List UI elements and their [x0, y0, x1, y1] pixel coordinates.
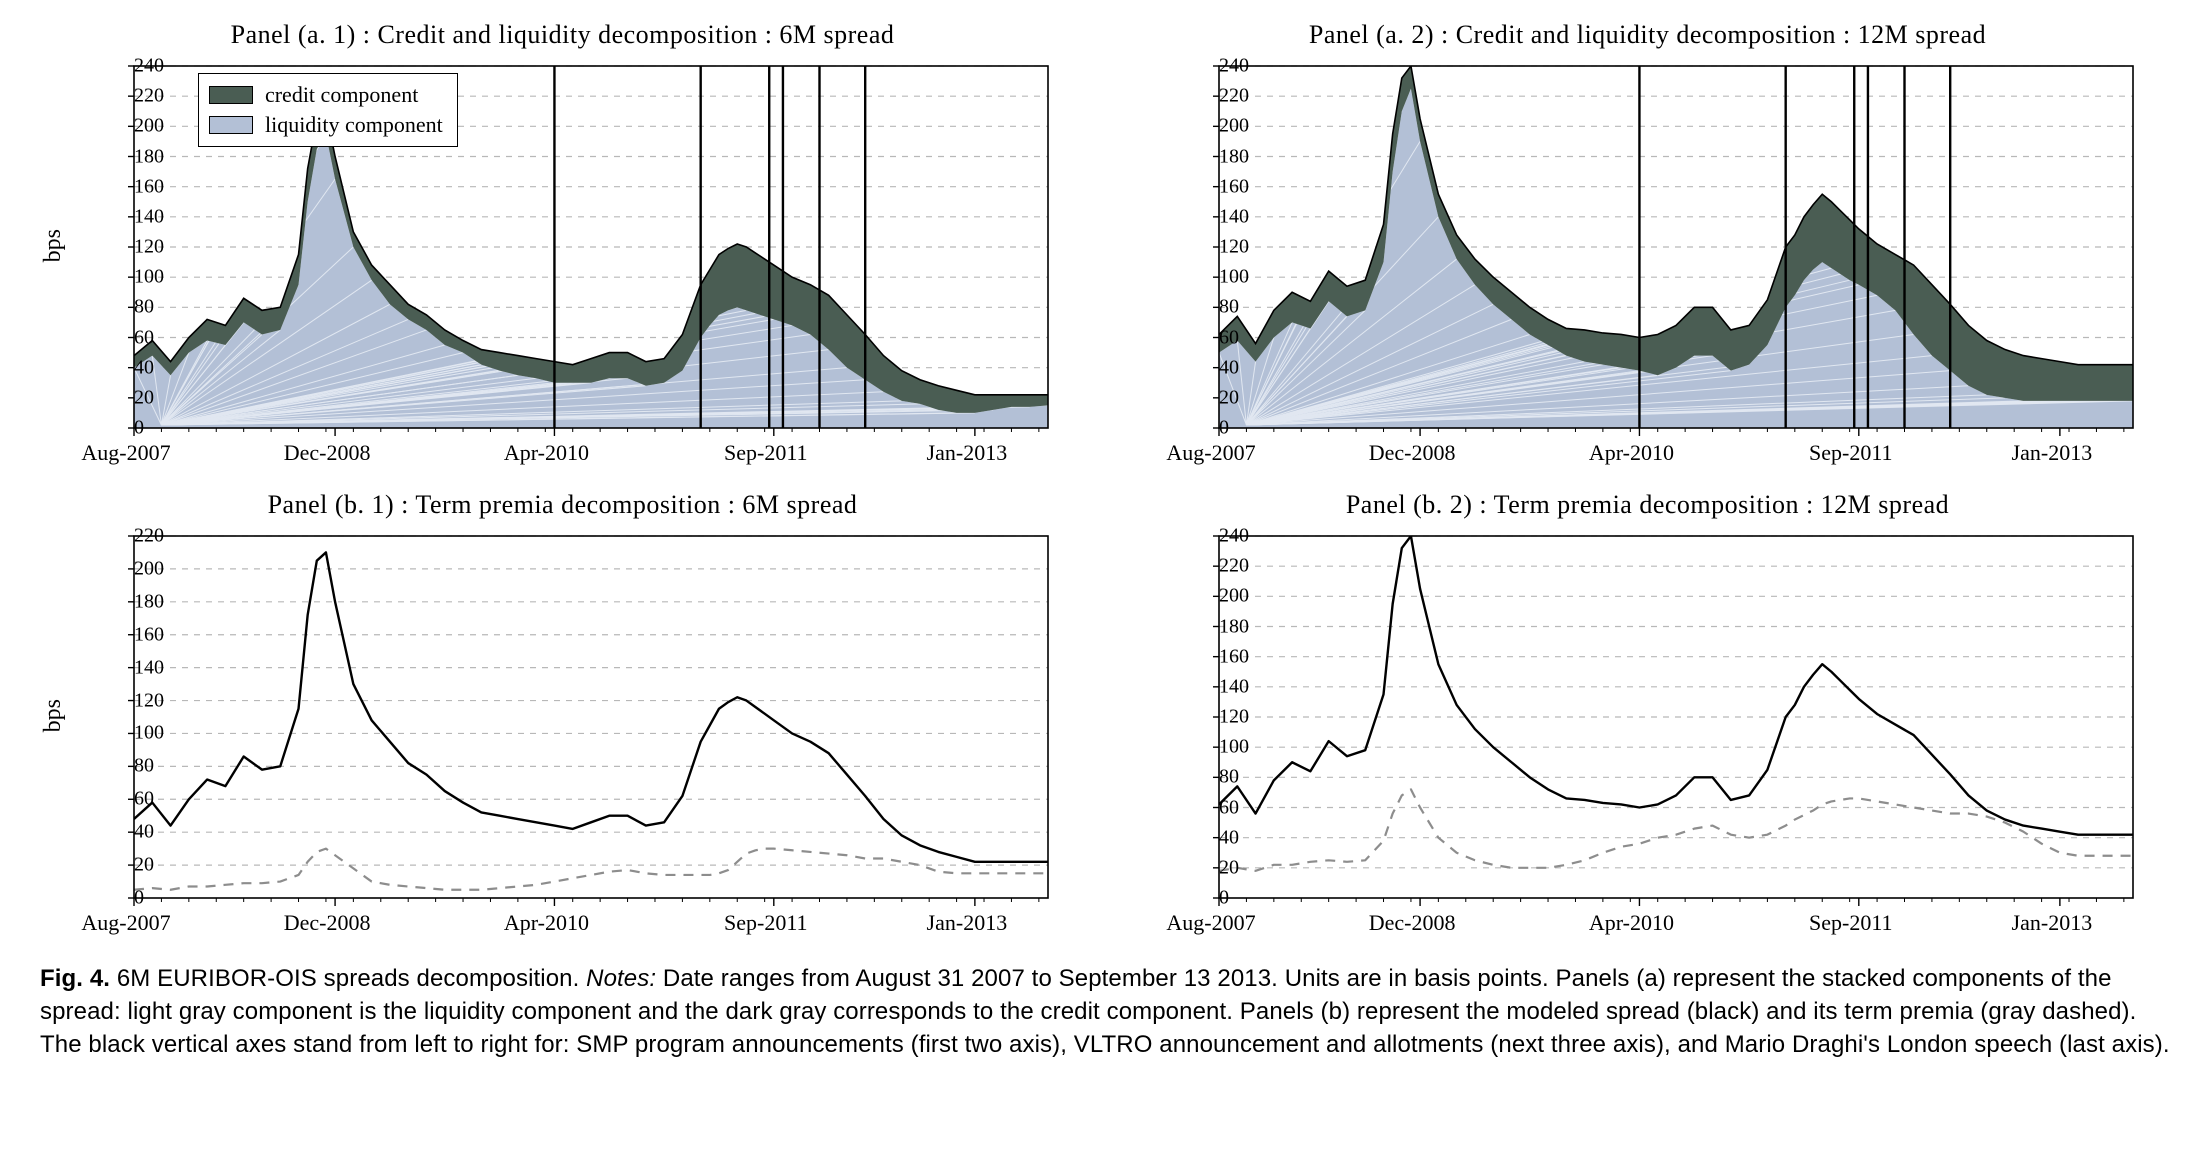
y-tick-label: 220: [1219, 555, 1225, 578]
figure: Panel (a. 1) : Credit and liquidity deco…: [0, 0, 2210, 1081]
y-axis-label: bps: [40, 699, 70, 732]
panel-b2: Panel (b. 2) : Term premia decomposition…: [1125, 480, 2170, 940]
x-tick-label: Apr-2010: [504, 440, 589, 466]
y-tick-label: 180: [1219, 615, 1225, 638]
y-tick-label: 140: [1219, 675, 1225, 698]
y-tick-label: 120: [1219, 236, 1225, 259]
y-tick-label: 140: [134, 656, 140, 679]
legend-swatch: [209, 86, 253, 104]
legend-label: liquidity component: [265, 110, 443, 140]
panel-title: Panel (b. 1) : Term premia decomposition…: [40, 490, 1085, 520]
x-tick-label: Dec-2008: [1369, 910, 1456, 936]
x-tick-label: Sep-2011: [724, 440, 808, 466]
x-tick-label: Dec-2008: [1369, 440, 1456, 466]
plot-area: [1163, 526, 2143, 906]
y-tick-label: 120: [1219, 706, 1225, 729]
y-tick-label: 100: [134, 266, 140, 289]
y-tick-label: 120: [134, 689, 140, 712]
y-tick-label: 80: [134, 296, 140, 319]
y-tick-label: 220: [134, 525, 140, 548]
y-tick-label: 80: [1219, 296, 1225, 319]
figure-title: 6M EURIBOR-OIS spreads decomposition.: [117, 965, 580, 992]
y-tick-label: 100: [1219, 736, 1225, 759]
x-tick-label: Aug-2007: [1166, 910, 1255, 936]
figure-caption: Fig. 4. 6M EURIBOR-OIS spreads decomposi…: [40, 962, 2170, 1061]
panel-title: Panel (a. 1) : Credit and liquidity deco…: [40, 20, 1085, 50]
panel-title: Panel (b. 2) : Term premia decomposition…: [1125, 490, 2170, 520]
y-tick-label: 240: [1219, 55, 1225, 78]
y-tick-label: 40: [134, 821, 140, 844]
y-tick-label: 240: [134, 55, 140, 78]
y-tick-label: 100: [134, 722, 140, 745]
legend-label: credit component: [265, 80, 418, 110]
notes-label: Notes:: [586, 965, 656, 992]
x-tick-label: Aug-2007: [81, 440, 170, 466]
y-tick-label: 180: [1219, 145, 1225, 168]
y-tick-label: 60: [1219, 326, 1225, 349]
x-tick-label: Aug-2007: [81, 910, 170, 936]
x-tick-label: Jan-2013: [927, 910, 1008, 936]
y-tick-label: 20: [134, 854, 140, 877]
y-tick-label: 140: [134, 205, 140, 228]
y-tick-label: 40: [134, 356, 140, 379]
plot-area: [78, 526, 1058, 906]
x-tick-label: Apr-2010: [1589, 440, 1674, 466]
y-tick-label: 80: [1219, 766, 1225, 789]
y-tick-label: 120: [134, 236, 140, 259]
y-tick-label: 160: [1219, 645, 1225, 668]
y-tick-label: 40: [1219, 356, 1225, 379]
y-tick-label: 180: [134, 590, 140, 613]
legend-swatch: [209, 116, 253, 134]
panel-a1: Panel (a. 1) : Credit and liquidity deco…: [40, 10, 1085, 470]
y-tick-label: 40: [1219, 826, 1225, 849]
x-tick-label: Aug-2007: [1166, 440, 1255, 466]
panel-a2: Panel (a. 2) : Credit and liquidity deco…: [1125, 10, 2170, 470]
y-tick-label: 140: [1219, 205, 1225, 228]
y-tick-label: 60: [1219, 796, 1225, 819]
x-tick-label: Jan-2013: [927, 440, 1008, 466]
y-tick-label: 180: [134, 145, 140, 168]
panel-title: Panel (a. 2) : Credit and liquidity deco…: [1125, 20, 2170, 50]
y-tick-label: 60: [134, 326, 140, 349]
panel-grid: Panel (a. 1) : Credit and liquidity deco…: [40, 10, 2170, 940]
x-tick-label: Dec-2008: [284, 440, 371, 466]
panel-b1: Panel (b. 1) : Term premia decomposition…: [40, 480, 1085, 940]
y-tick-label: 100: [1219, 266, 1225, 289]
y-tick-label: 60: [134, 788, 140, 811]
y-tick-label: 160: [1219, 175, 1225, 198]
plot-area: [1163, 56, 2143, 436]
y-tick-label: 200: [134, 115, 140, 138]
y-tick-label: 20: [134, 386, 140, 409]
y-tick-label: 200: [1219, 115, 1225, 138]
y-tick-label: 200: [1219, 585, 1225, 608]
x-tick-label: Jan-2013: [2012, 440, 2093, 466]
y-tick-label: 240: [1219, 525, 1225, 548]
x-tick-label: Dec-2008: [284, 910, 371, 936]
y-tick-label: 80: [134, 755, 140, 778]
x-tick-label: Apr-2010: [504, 910, 589, 936]
y-tick-label: 220: [134, 85, 140, 108]
x-tick-label: Apr-2010: [1589, 910, 1674, 936]
y-tick-label: 220: [1219, 85, 1225, 108]
x-tick-label: Sep-2011: [1809, 440, 1893, 466]
y-tick-label: 160: [134, 623, 140, 646]
x-tick-label: Jan-2013: [2012, 910, 2093, 936]
y-axis-label: bps: [40, 229, 70, 262]
x-tick-label: Sep-2011: [724, 910, 808, 936]
y-tick-label: 160: [134, 175, 140, 198]
y-tick-label: 200: [134, 557, 140, 580]
legend: credit componentliquidity component: [198, 73, 458, 147]
y-tick-label: 20: [1219, 386, 1225, 409]
y-tick-label: 20: [1219, 856, 1225, 879]
x-tick-label: Sep-2011: [1809, 910, 1893, 936]
figure-label: Fig. 4.: [40, 965, 110, 992]
